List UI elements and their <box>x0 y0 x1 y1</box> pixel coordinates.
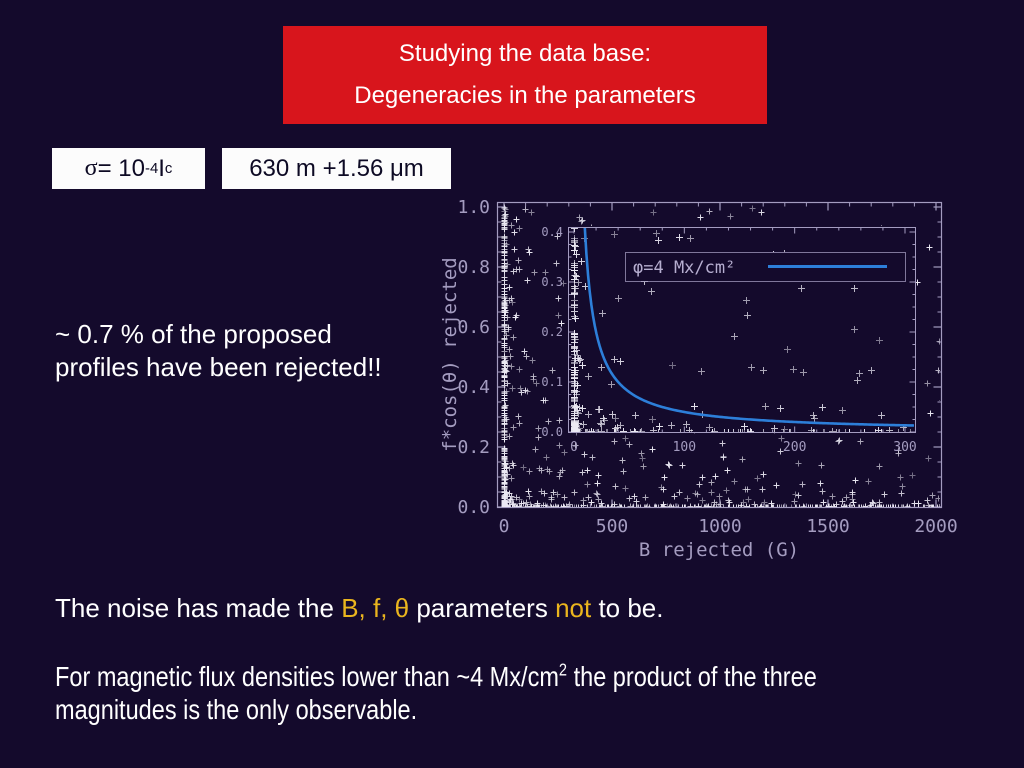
flux-sentence: For magnetic flux densities lower than ~… <box>55 661 817 727</box>
noise-sentence-not: not <box>555 593 592 623</box>
sigma-symbol: σ <box>84 155 98 181</box>
rejection-note: ~ 0.7 % of the proposed profiles have be… <box>55 319 382 383</box>
flux-sentence-c: magnitudes is the only observable. <box>55 693 418 725</box>
noise-sentence-part: parameters <box>409 593 556 623</box>
slide-title-box: Studying the data base: Degeneracies in … <box>283 26 767 124</box>
noise-sentence: The noise has made the B, f, θ parameter… <box>55 593 664 624</box>
title-line-1: Studying the data base: <box>398 40 652 67</box>
wavelengths-box: 630 m +1.56 μm <box>222 148 451 189</box>
sigma-base: = 10 <box>97 154 145 182</box>
title-line-2: Degeneracies in the parameters <box>354 82 696 109</box>
scatter-plot <box>430 190 1024 575</box>
flux-sentence-b: the product of the three <box>567 661 817 692</box>
noise-sentence-part: to be. <box>591 593 664 623</box>
flux-sentence-a: For magnetic flux densities lower than ~… <box>55 661 559 692</box>
noise-sentence-params: B, f, θ <box>341 593 410 623</box>
sigma-intensity: I <box>158 154 165 182</box>
flux-sentence-sup: 2 <box>558 659 568 680</box>
noise-sentence-part: The noise has made the <box>55 593 342 623</box>
